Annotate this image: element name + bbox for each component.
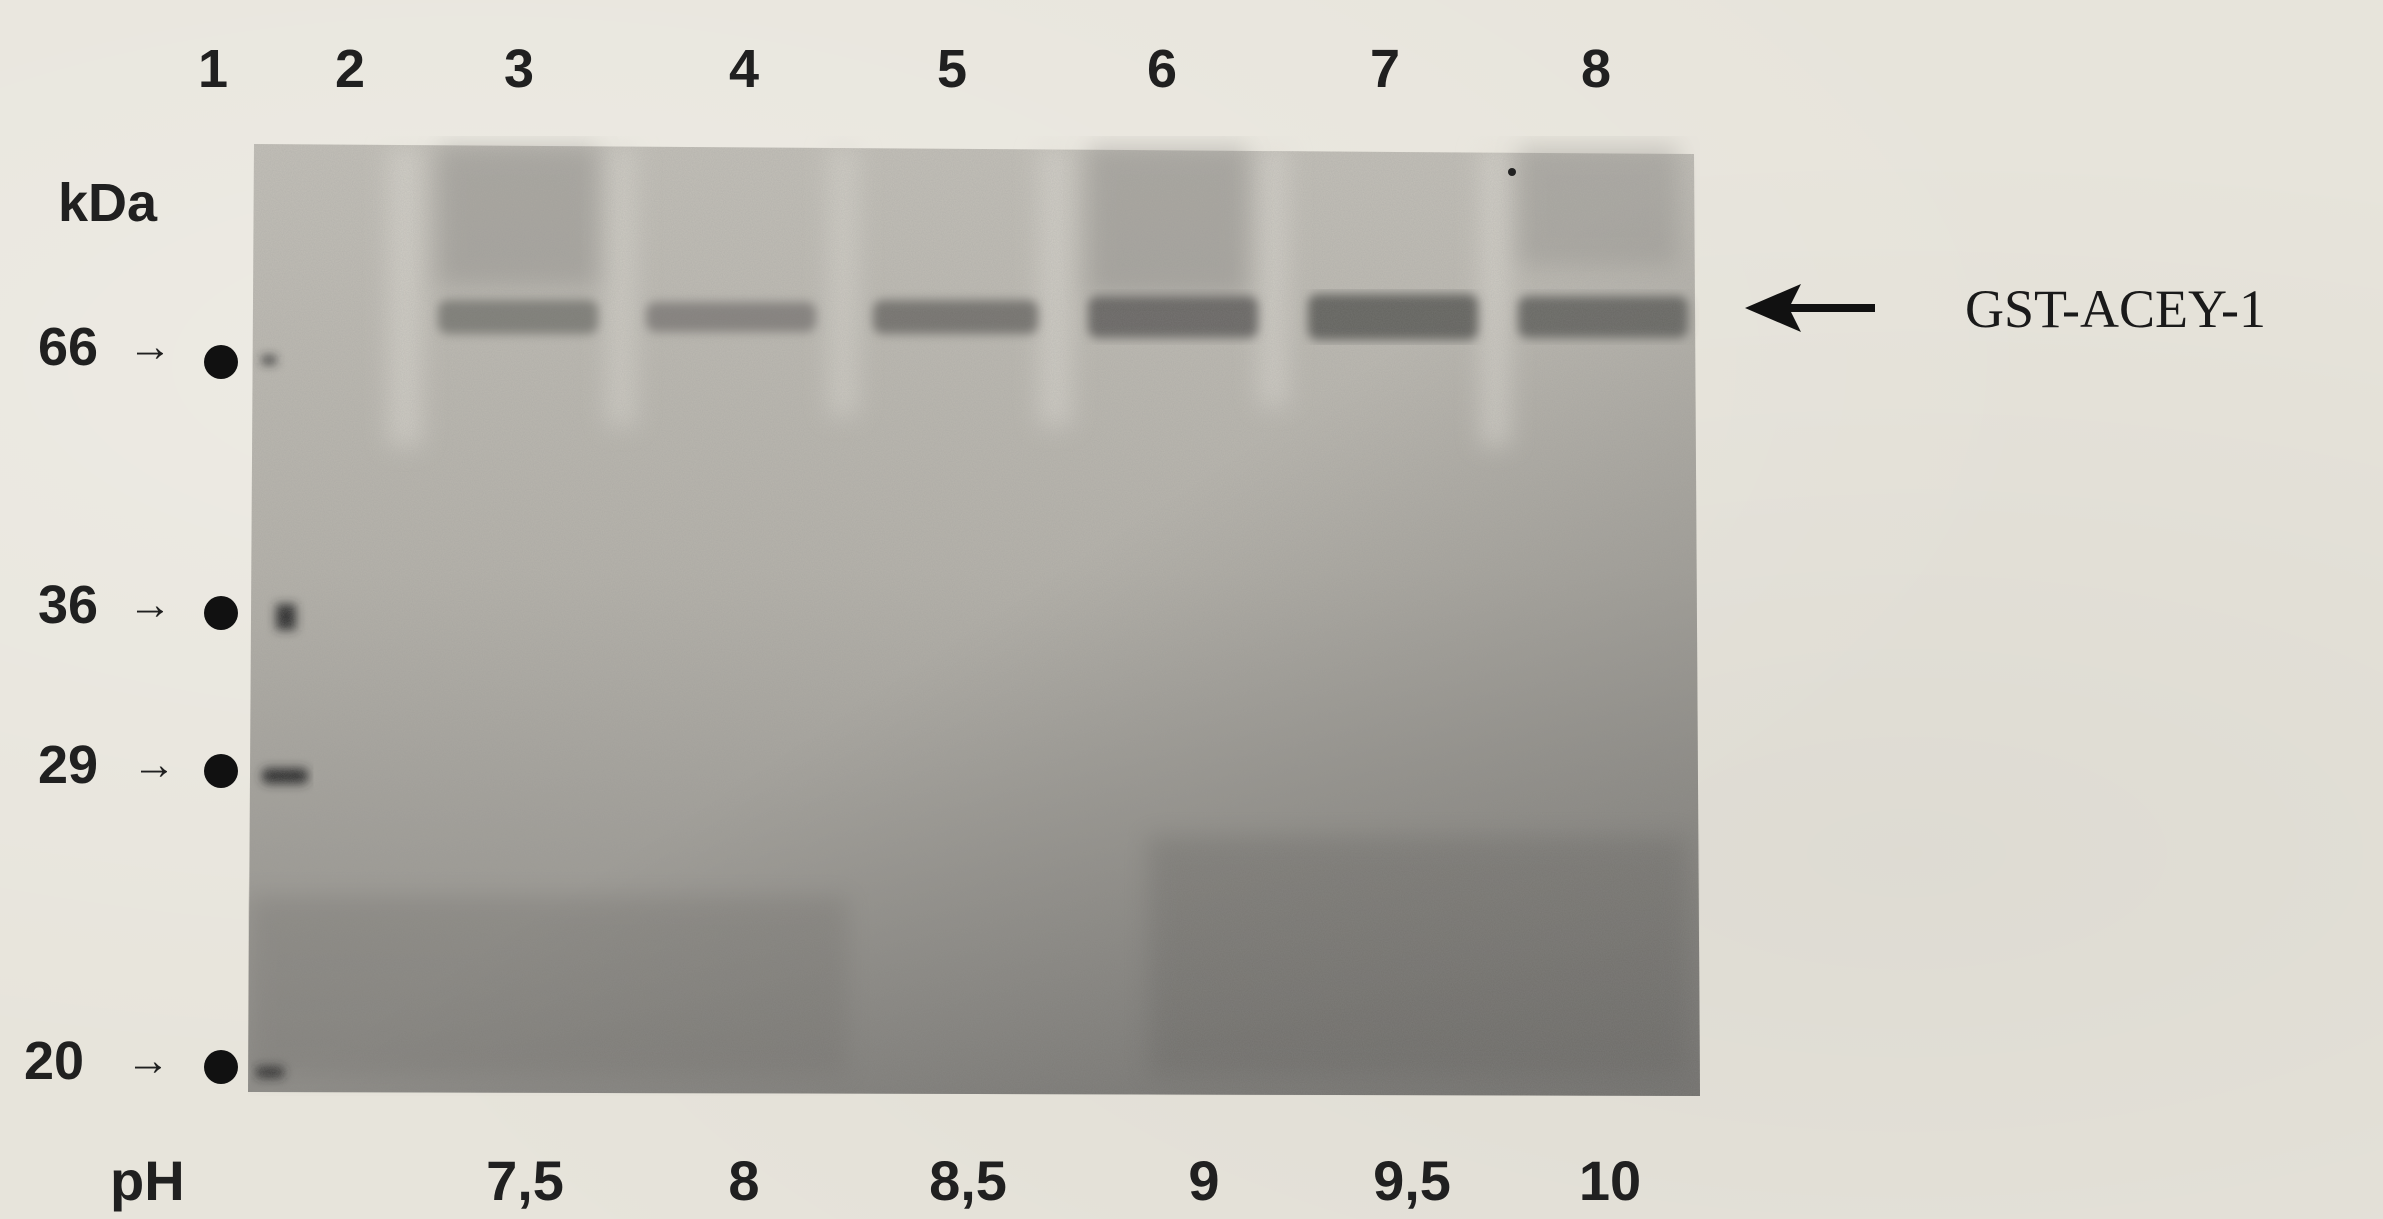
lane-number-2: 2 xyxy=(334,39,366,99)
lane-number-7: 7 xyxy=(1369,39,1401,99)
marker-label-20: 20 xyxy=(24,1031,85,1091)
lane-number-5: 5 xyxy=(936,39,968,99)
marker-arrow-icon: → xyxy=(128,322,172,371)
marker-arrow-icon: → xyxy=(126,1036,170,1085)
marker-arrow-icon: → xyxy=(128,580,172,629)
lane-number-8: 8 xyxy=(1580,39,1612,99)
lane-number-6: 6 xyxy=(1146,39,1178,99)
marker-label-66: 66 xyxy=(38,317,99,377)
left-arrow-icon xyxy=(1745,284,1875,332)
marker-dot-icon xyxy=(204,1050,238,1084)
ph-value-lane-6: 9 xyxy=(1188,1149,1220,1212)
marker-label-36: 36 xyxy=(38,575,99,635)
ph-label: pH xyxy=(110,1149,185,1212)
ph-value-lane-8: 10 xyxy=(1578,1149,1642,1212)
ph-value-lane-5: 8,5 xyxy=(929,1149,1007,1212)
marker-dot-icon xyxy=(204,345,238,379)
marker-dot-icon xyxy=(204,596,238,630)
ph-value-lane-4: 8 xyxy=(728,1149,760,1212)
marker-arrow-icon: → xyxy=(132,740,176,789)
gel-image xyxy=(248,144,1700,1096)
marker-dot-icon xyxy=(204,754,238,788)
marker-label-29: 29 xyxy=(38,735,99,795)
lane-number-4: 4 xyxy=(728,39,760,99)
lane-number-1: 1 xyxy=(197,39,229,99)
ph-value-lane-7: 9,5 xyxy=(1373,1149,1451,1212)
band-label: GST-ACEY-1 xyxy=(1965,279,2267,339)
ph-value-lane-3: 7,5 xyxy=(486,1149,564,1212)
kda-label: kDa xyxy=(58,173,158,233)
lane-number-3: 3 xyxy=(503,39,535,99)
